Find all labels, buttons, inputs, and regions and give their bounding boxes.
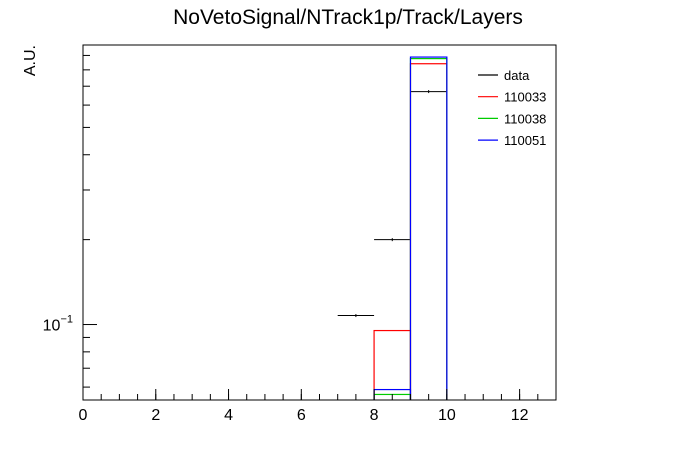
legend-label: 110038 [504, 111, 546, 126]
legend-label: data [504, 68, 530, 83]
x-tick-label: 0 [79, 407, 88, 424]
chart-title: NoVetoSignal/NTrack1p/Track/Layers [173, 6, 523, 29]
x-tick-label: 4 [224, 407, 233, 424]
x-tick-label: 6 [297, 407, 306, 424]
legend-label: 110051 [504, 133, 546, 148]
histogram-bar [409, 56, 448, 400]
data-point [374, 238, 411, 242]
y-tick-exponent: −1 [60, 314, 73, 326]
data-point [337, 314, 375, 318]
data-point [410, 90, 447, 94]
x-tick-label: 10 [438, 407, 456, 424]
y-tick-label: 10−1 [43, 314, 73, 335]
x-tick-label: 8 [370, 407, 379, 424]
y-axis-label: A.U. [22, 45, 39, 76]
x-tick-label: 2 [151, 407, 160, 424]
legend-label: 110033 [504, 90, 546, 105]
x-tick-label: 12 [511, 407, 529, 424]
y-tick-base: 10 [43, 318, 61, 335]
